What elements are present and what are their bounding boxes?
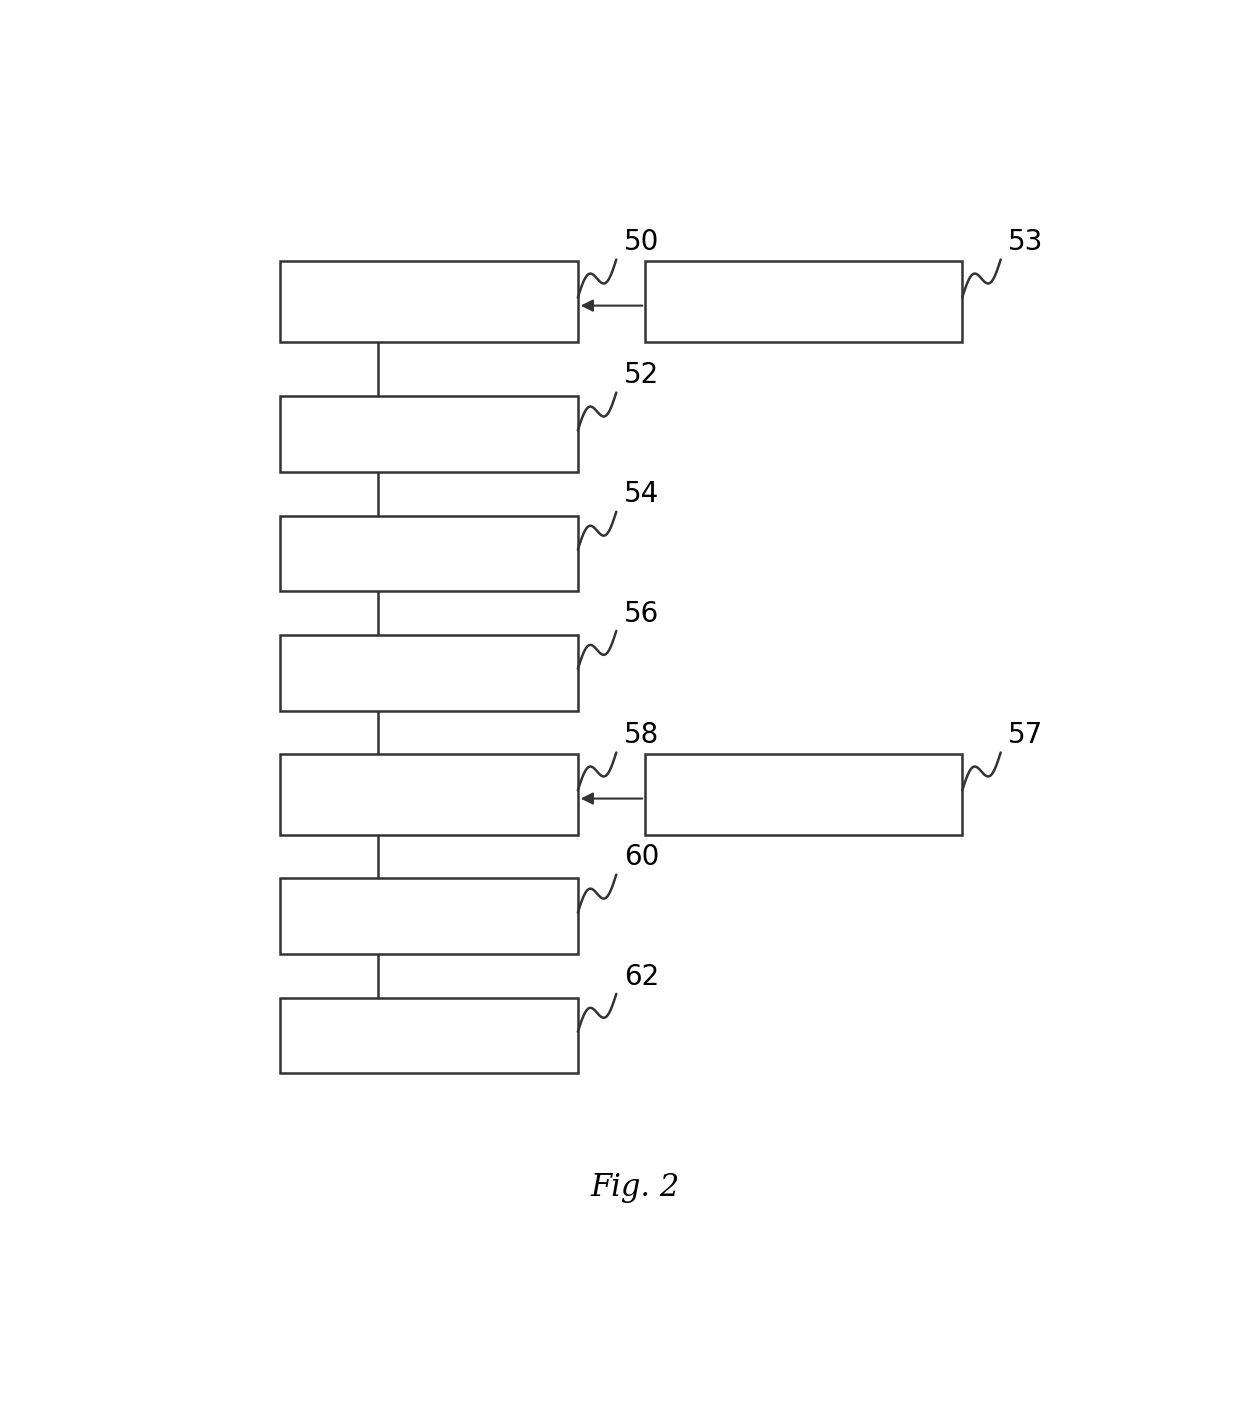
- Bar: [645, 754, 962, 836]
- Text: 50: 50: [624, 228, 660, 256]
- Bar: [280, 754, 578, 836]
- Text: 52: 52: [624, 362, 660, 390]
- Text: 58: 58: [624, 722, 660, 750]
- Text: 62: 62: [624, 962, 660, 991]
- Bar: [280, 397, 578, 473]
- Bar: [280, 878, 578, 954]
- Bar: [280, 515, 578, 591]
- Text: 60: 60: [624, 843, 660, 871]
- Text: Fig. 2: Fig. 2: [591, 1172, 680, 1203]
- Text: 53: 53: [1008, 228, 1044, 256]
- Text: 54: 54: [624, 480, 660, 508]
- Text: 57: 57: [1008, 722, 1044, 750]
- Bar: [280, 260, 578, 342]
- Text: 56: 56: [624, 599, 660, 628]
- Bar: [645, 260, 962, 342]
- Bar: [280, 635, 578, 711]
- Bar: [280, 998, 578, 1074]
